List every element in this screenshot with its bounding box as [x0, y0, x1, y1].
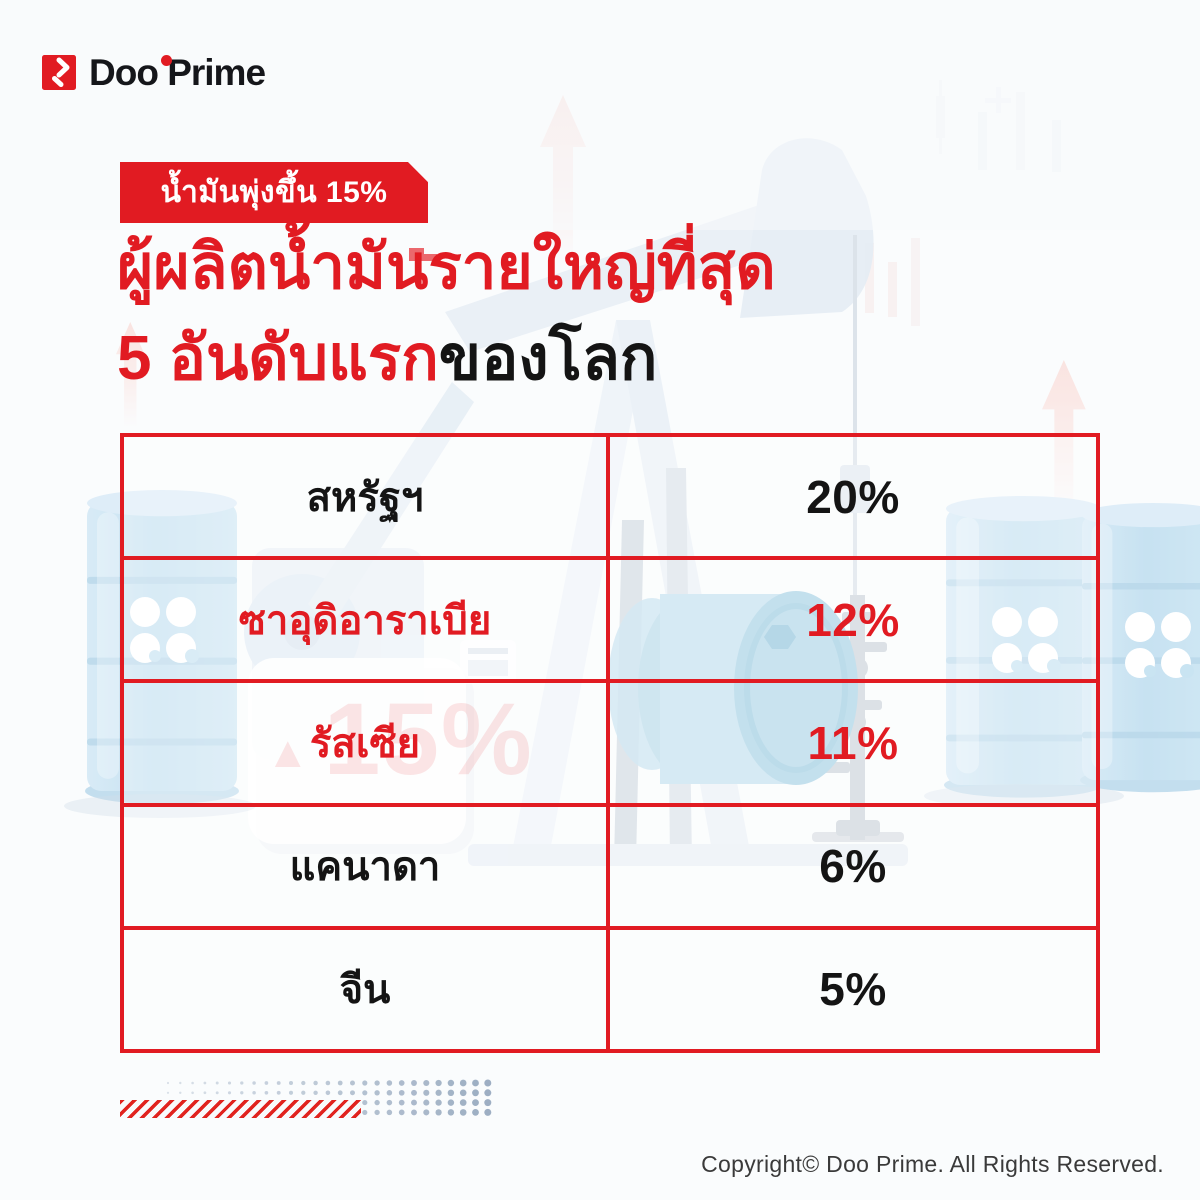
title-line2-rest: ของโลก: [438, 324, 658, 394]
copyright-text: Copyright© Doo Prime. All Rights Reserve…: [701, 1151, 1164, 1177]
headline-badge-text: น้ำมันพุ่งขึ้น 15%: [160, 176, 388, 209]
producer-name-cell: สหรัฐฯ: [124, 437, 610, 557]
producer-share-cell: 20%: [610, 437, 1096, 557]
producer-share-cell: 12%: [610, 560, 1096, 680]
oil-barrels-graphic: [64, 490, 1200, 818]
table-row: จีน 5%: [124, 929, 1096, 1050]
doo-prime-logo-icon: [42, 55, 76, 90]
up-triangle-icon: ▲: [266, 728, 310, 777]
table-row: แคนาดา 6%: [124, 806, 1096, 930]
ribbon-fold: [409, 248, 437, 261]
white-card-graphic: [248, 640, 516, 854]
producer-name-cell: จีน: [124, 929, 610, 1050]
producers-table: สหรัฐฯ 20% ซาอุดิอาราเบีย 12% รัสเซีย 11% แคนา…: [120, 433, 1100, 1053]
lying-barrel-graphic: [608, 591, 858, 785]
title-line2-highlight: 5 อันดับแรก: [117, 324, 439, 394]
brand-logo: Doo Prime: [42, 52, 266, 93]
producer-name-cell: รัสเซีย: [124, 683, 610, 803]
producer-name-cell: แคนาดา: [124, 806, 610, 926]
producer-share-cell: 5%: [610, 929, 1096, 1050]
table-row: สหรัฐฯ 20%: [124, 437, 1096, 561]
percent-watermark: ▲ 15%: [266, 682, 534, 796]
producer-share-cell: 6%: [610, 806, 1096, 926]
title-line1: ผู้ผลิตน้ำมันรายใหญ่ที่สุด: [117, 233, 776, 302]
table-row: รัสเซีย 11%: [124, 683, 1096, 807]
producer-share-cell: 11%: [610, 683, 1096, 803]
logo-i-dot: [161, 55, 172, 66]
brand-name: Doo Prime: [89, 52, 266, 93]
producer-name-cell: ซาอุดิอาราเบีย: [124, 560, 610, 680]
page-title: ผู้ผลิตน้ำมันรายใหญ่ที่สุด 5 อันดับแรกขอ…: [117, 222, 776, 404]
table-row: ซาอุดิอาราเบีย 12%: [124, 560, 1096, 684]
hatch-stripes: [120, 1100, 361, 1118]
headline-badge: น้ำมันพุ่งขึ้น 15%: [120, 162, 428, 223]
